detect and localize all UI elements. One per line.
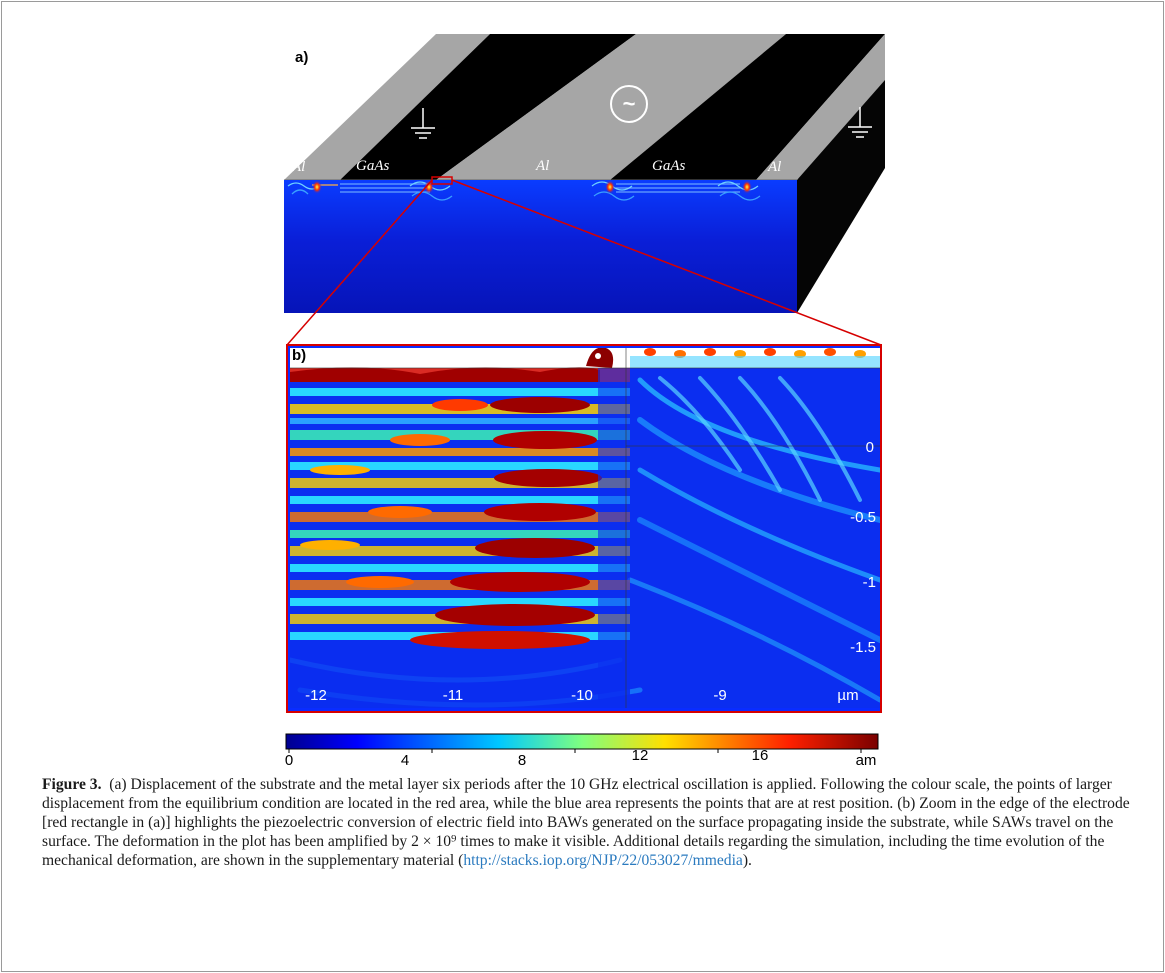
label-gaas-2: GaAs [652,158,685,174]
colorbar-tick-0: 0 [285,752,293,769]
y-tick-3: -1.5 [850,639,876,656]
supplementary-link[interactable]: http://stacks.iop.org/NJP/22/053027/mmed… [463,852,743,869]
electrode-stripe-3 [756,34,885,180]
colorbar-tick-2: 8 [518,752,526,769]
x-tick-2: -10 [571,687,593,704]
caption-tail: ). [742,852,752,869]
ground-icon [848,107,872,138]
panel-b-label: b) [292,347,306,364]
y-tick-0: 0 [866,439,874,456]
gaas-stripe-1 [340,34,636,180]
colorbar-tick-3: 12 [632,747,649,764]
label-gaas-1: GaAs [356,158,389,174]
gaas-stripe-2 [610,34,885,180]
x-tick-0: -12 [305,687,327,704]
panel-b-map: b) 0 -0.5 -1 -1.5 -12 -11 -10 -9 µm [286,344,882,713]
panel-a-device: Al GaAs Al GaAs Al ~ a) [284,34,885,346]
baw-bands-left [290,367,630,708]
colorbar-gradient [285,733,879,750]
colorbar: 0 4 8 12 16 am [285,733,879,769]
x-tick-1: -11 [443,687,464,704]
caption-text: (a) Displacement of the substrate and th… [42,776,1130,869]
svg-text:~: ~ [623,91,636,116]
colorbar-tick-4: 16 [752,747,769,764]
colorbar-unit: am [856,752,877,769]
figure-caption: Figure 3. (a) Displacement of the substr… [42,775,1142,870]
panel-a-label: a) [295,49,308,66]
substrate-front-face [284,180,797,313]
label-al-2: Al [535,158,549,174]
ground-icon [411,108,435,139]
saw-ripples [630,348,880,368]
ac-source-icon: ~ [610,85,648,123]
label-al-3: Al [767,159,781,175]
y-tick-1: -0.5 [850,509,876,526]
x-tick-3: -9 [713,687,726,704]
x-unit: µm [837,687,858,704]
electrode-stripe-1 [284,34,490,180]
substrate-side-face [797,36,885,313]
figure-label: Figure 3. [42,776,102,793]
colorbar-tick-1: 4 [401,752,409,769]
label-al-1: Al [291,159,305,175]
y-tick-2: -1 [863,574,876,591]
